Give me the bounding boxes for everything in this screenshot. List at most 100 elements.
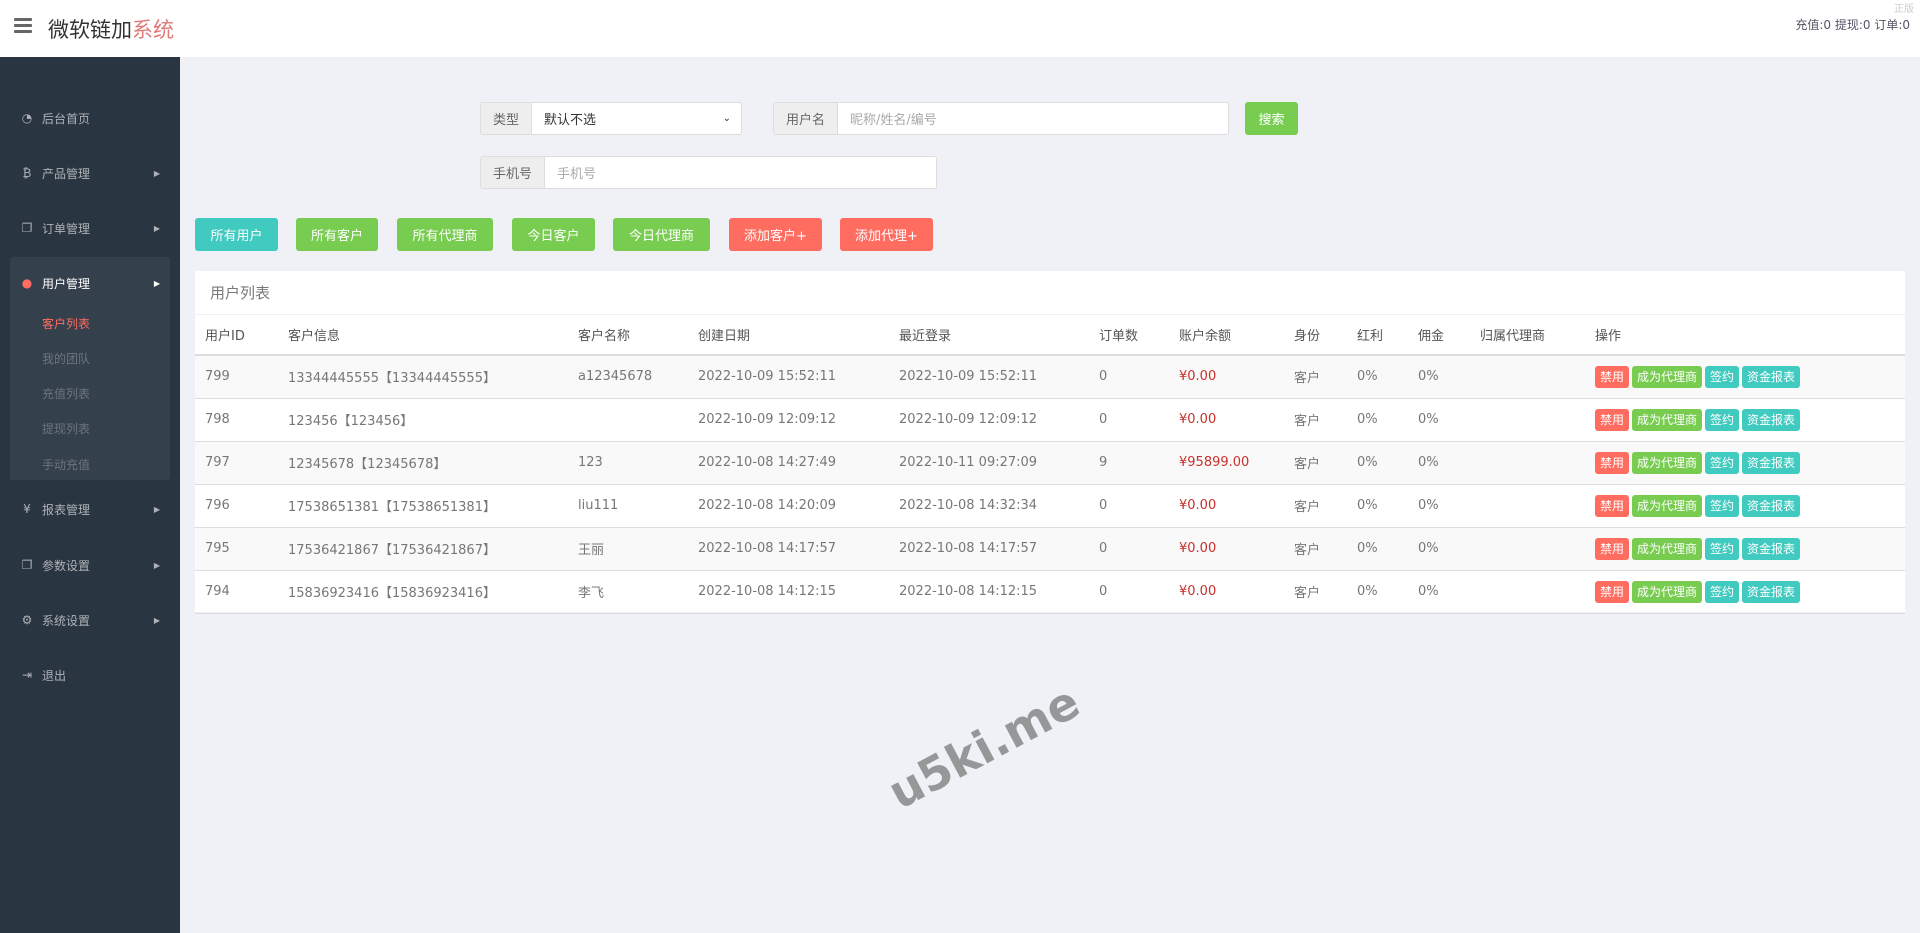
add-customer-button[interactable]: 添加客户+ bbox=[729, 218, 822, 251]
disable-button[interactable]: 禁用 bbox=[1595, 580, 1630, 603]
table-cell: 2022-10-08 14:32:34 bbox=[889, 484, 1089, 528]
table-cell: 15836923416【15836923416】 bbox=[278, 570, 568, 614]
table-cell: 2022-10-08 14:27:49 bbox=[688, 441, 889, 485]
type-select-value: 默认不选 bbox=[544, 113, 597, 128]
sign-contract-button[interactable]: 签约 bbox=[1705, 537, 1740, 560]
table-cell: a12345678 bbox=[568, 355, 688, 399]
title-accent: 系统 bbox=[132, 18, 174, 42]
table-cell bbox=[1470, 527, 1585, 571]
sign-contract-button[interactable]: 签约 bbox=[1705, 365, 1740, 388]
sign-contract-button[interactable]: 签约 bbox=[1705, 408, 1740, 431]
sidebar-item-system[interactable]: ⚙ 系统设置 ▶ bbox=[0, 605, 180, 635]
hamburger-menu-icon[interactable] bbox=[14, 18, 32, 34]
table-cell: 796 bbox=[195, 484, 278, 528]
sidebar-item-logout[interactable]: ⇥ 退出 bbox=[0, 660, 180, 690]
table-cell: ¥95899.00 bbox=[1169, 441, 1284, 485]
sidebar-item-label: 退出 bbox=[42, 668, 67, 683]
user-icon: ● bbox=[21, 276, 33, 290]
username-input[interactable]: 昵称/姓名/编号 bbox=[850, 113, 937, 128]
sidebar-item-label: 参数设置 bbox=[42, 558, 91, 573]
all-customers-button[interactable]: 所有客户 bbox=[296, 218, 378, 251]
add-agent-button[interactable]: 添加代理+ bbox=[840, 218, 933, 251]
table-cell: 0 bbox=[1089, 355, 1169, 399]
table-cell: 2022-10-09 15:52:11 bbox=[889, 355, 1089, 399]
today-agents-button[interactable]: 今日代理商 bbox=[613, 218, 710, 251]
table-cell: 0% bbox=[1347, 441, 1408, 485]
table-cell: 0% bbox=[1347, 570, 1408, 614]
stats-summary[interactable]: 充值:0 提现:0 订单:0 bbox=[1795, 18, 1910, 32]
sign-contract-button[interactable]: 签约 bbox=[1705, 580, 1740, 603]
make-agent-button[interactable]: 成为代理商 bbox=[1632, 494, 1703, 517]
copy-icon: ❐ bbox=[21, 221, 33, 235]
all-agents-button[interactable]: 所有代理商 bbox=[397, 218, 493, 251]
table-cell: 799 bbox=[195, 355, 278, 399]
title-main: 微软链加 bbox=[48, 18, 132, 42]
column-header: 红利 bbox=[1347, 315, 1408, 356]
fund-report-button[interactable]: 资金报表 bbox=[1742, 494, 1801, 517]
sub-item-my-team[interactable]: 我的团队 bbox=[42, 352, 91, 366]
actions-cell: 禁用 成为代理商 签约 资金报表 bbox=[1585, 398, 1905, 442]
table-cell bbox=[1470, 355, 1585, 399]
search-button[interactable]: 搜索 bbox=[1245, 102, 1298, 135]
sub-item-recharge-list[interactable]: 充值列表 bbox=[42, 387, 91, 401]
disable-button[interactable]: 禁用 bbox=[1595, 537, 1630, 560]
table-cell: 客户 bbox=[1284, 355, 1347, 399]
column-header: 账户余额 bbox=[1169, 315, 1284, 356]
table-row: 794 15836923416【15836923416】 李飞 2022-10-08 … bbox=[195, 570, 1905, 614]
app-title: 微软链加系统 bbox=[48, 14, 174, 44]
sub-item-customer-list[interactable]: 客户列表 bbox=[42, 317, 91, 331]
disable-button[interactable]: 禁用 bbox=[1595, 365, 1630, 388]
all-users-button[interactable]: 所有用户 bbox=[195, 218, 278, 251]
disable-button[interactable]: 禁用 bbox=[1595, 494, 1630, 517]
column-header: 创建日期 bbox=[688, 315, 889, 356]
table-cell: 0% bbox=[1408, 441, 1470, 485]
phone-input[interactable]: 手机号 bbox=[557, 167, 597, 182]
sidebar-item-reports[interactable]: ¥ 报表管理 ▶ bbox=[0, 494, 180, 524]
make-agent-button[interactable]: 成为代理商 bbox=[1632, 365, 1703, 388]
table-cell: 2022-10-08 14:12:15 bbox=[889, 570, 1089, 614]
sidebar-item-params[interactable]: ❐ 参数设置 ▶ bbox=[0, 550, 180, 580]
sub-item-manual-recharge[interactable]: 手动充值 bbox=[42, 458, 91, 472]
column-header: 佣金 bbox=[1408, 315, 1470, 356]
table-cell: 17536421867【17536421867】 bbox=[278, 527, 568, 571]
today-customers-button[interactable]: 今日客户 bbox=[512, 218, 595, 251]
table-cell: 0% bbox=[1347, 398, 1408, 442]
make-agent-button[interactable]: 成为代理商 bbox=[1632, 537, 1703, 560]
table-cell: 795 bbox=[195, 527, 278, 571]
fund-report-button[interactable]: 资金报表 bbox=[1742, 365, 1801, 388]
user-list-card: 用户列表 用户ID 客户信息 客户名称 创建日期 最近登录 订单数 账户余额 身份 红利 佣金 归属… bbox=[195, 271, 1905, 614]
yen-icon: ¥ bbox=[23, 502, 31, 516]
fund-report-button[interactable]: 资金报表 bbox=[1742, 408, 1801, 431]
phone-label: 手机号 bbox=[481, 157, 546, 188]
type-select-group: 类型 默认不选 ⌄ bbox=[480, 102, 742, 135]
sidebar-item-dashboard[interactable]: ◔ 后台首页 bbox=[0, 103, 180, 133]
sub-item-withdraw-list[interactable]: 提现列表 bbox=[42, 422, 91, 436]
sign-contract-button[interactable]: 签约 bbox=[1705, 451, 1740, 474]
table-cell: 794 bbox=[195, 570, 278, 614]
type-select[interactable]: 默认不选 ⌄ bbox=[532, 103, 741, 134]
fund-report-button[interactable]: 资金报表 bbox=[1742, 580, 1801, 603]
table-cell: 王丽 bbox=[568, 527, 688, 571]
disable-button[interactable]: 禁用 bbox=[1595, 408, 1630, 431]
sidebar-item-products[interactable]: ₿ 产品管理 ▶ bbox=[0, 158, 180, 188]
caret-right-icon: ▶ bbox=[153, 278, 160, 288]
fund-report-button[interactable]: 资金报表 bbox=[1742, 451, 1801, 474]
table-cell bbox=[1470, 441, 1585, 485]
table-cell: 0 bbox=[1089, 527, 1169, 571]
dashboard-icon: ◔ bbox=[21, 111, 33, 125]
table-cell: ¥0.00 bbox=[1169, 527, 1284, 571]
table-cell: 797 bbox=[195, 441, 278, 485]
make-agent-button[interactable]: 成为代理商 bbox=[1632, 580, 1703, 603]
table-cell: 客户 bbox=[1284, 398, 1347, 442]
sidebar-item-label: 报表管理 bbox=[42, 502, 91, 517]
table-cell: 798 bbox=[195, 398, 278, 442]
sidebar-item-users[interactable]: ● 用户管理 ▶ bbox=[0, 268, 180, 298]
make-agent-button[interactable]: 成为代理商 bbox=[1632, 408, 1703, 431]
disable-button[interactable]: 禁用 bbox=[1595, 451, 1630, 474]
table-cell: ¥0.00 bbox=[1169, 398, 1284, 442]
sign-contract-button[interactable]: 签约 bbox=[1705, 494, 1740, 517]
sidebar-item-orders[interactable]: ❐ 订单管理 ▶ bbox=[0, 213, 180, 243]
fund-report-button[interactable]: 资金报表 bbox=[1742, 537, 1801, 560]
chevron-down-icon: ⌄ bbox=[722, 113, 731, 124]
make-agent-button[interactable]: 成为代理商 bbox=[1632, 451, 1703, 474]
